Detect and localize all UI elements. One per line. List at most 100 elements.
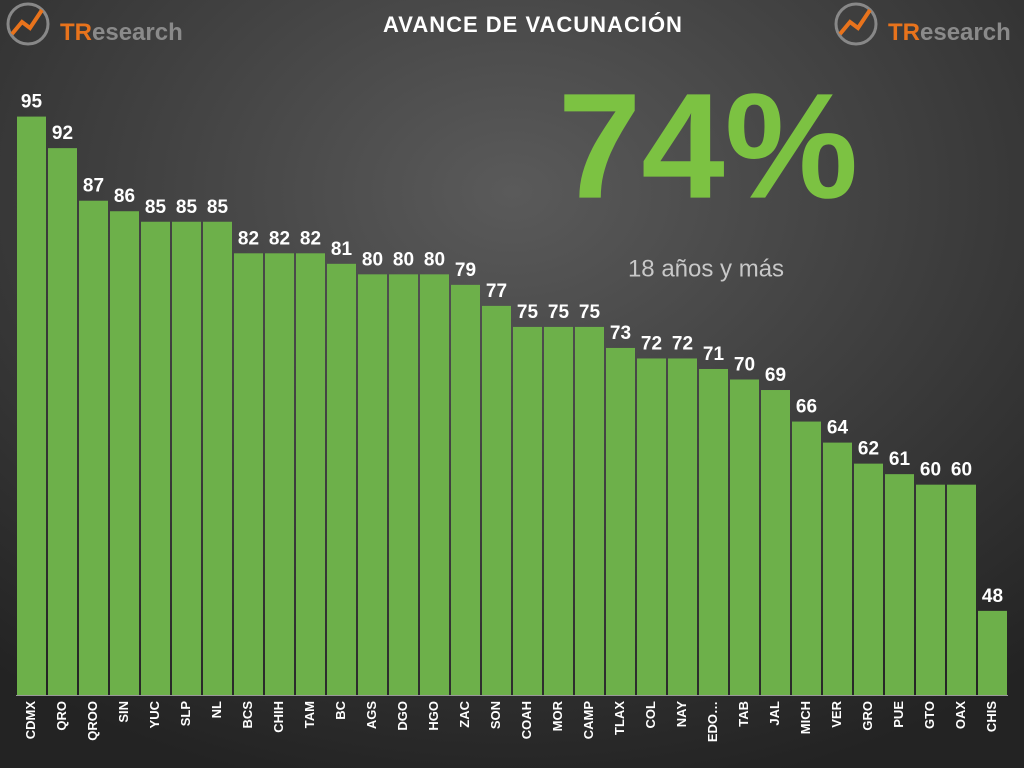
bar [761, 390, 790, 695]
value-label: 73 [610, 323, 631, 344]
value-label: 60 [951, 460, 972, 481]
bar [141, 221, 170, 695]
value-label: 85 [207, 197, 229, 218]
subtitle: 18 años y más [628, 255, 784, 282]
bar [699, 368, 728, 695]
value-label: 70 [734, 355, 755, 376]
value-label: 48 [982, 586, 1003, 607]
bar [544, 326, 573, 695]
x-tick-label: BC [333, 700, 348, 719]
bar [730, 379, 759, 695]
bar [947, 484, 976, 695]
bar [296, 253, 325, 696]
value-label: 82 [238, 228, 259, 249]
x-tick-label: SON [488, 701, 503, 729]
x-tick-label: JAL [767, 701, 782, 726]
value-label: 64 [827, 418, 849, 439]
bar [389, 274, 418, 695]
x-tick-label: GTO [922, 701, 937, 729]
x-tick-label: PUE [891, 701, 906, 728]
x-tick-label: QROO [85, 701, 100, 741]
value-label: 61 [889, 449, 911, 470]
value-label: 72 [641, 333, 662, 354]
x-tick-label: CHIH [271, 701, 286, 733]
bar [606, 347, 635, 695]
logo-text: TResearch [60, 19, 183, 46]
bar [792, 421, 821, 695]
value-label: 77 [486, 281, 507, 302]
x-tick-label: AGS [364, 701, 379, 730]
x-tick-label: NL [209, 701, 224, 718]
value-label: 80 [424, 249, 445, 270]
bar [48, 148, 77, 696]
logo-icon [834, 2, 878, 46]
value-label: 95 [21, 92, 43, 113]
x-tick-label: VER [829, 700, 844, 727]
x-tick-label: NAY [674, 701, 689, 728]
value-label: 75 [517, 302, 539, 323]
value-label: 92 [52, 123, 73, 144]
logo-right: TResearch [834, 2, 1011, 46]
x-tick-label: DGO [395, 701, 410, 731]
bar [420, 274, 449, 695]
logo-icon [838, 8, 872, 36]
x-tick-label: QRO [54, 701, 69, 731]
logo-icon [10, 8, 44, 36]
logo-prefix: TR [888, 19, 920, 46]
x-tick-label: CHIS [984, 701, 999, 732]
bar [203, 221, 232, 695]
x-tick-label: GRO [860, 701, 875, 731]
value-label: 79 [455, 260, 476, 281]
value-label: 62 [858, 439, 879, 460]
value-label: 66 [796, 397, 817, 418]
x-tick-label: EDO… [705, 701, 720, 742]
bar [854, 463, 883, 695]
bar [234, 253, 263, 696]
logo-prefix: TR [60, 19, 92, 46]
value-label: 71 [703, 344, 725, 365]
x-tick-label: OAX [953, 701, 968, 730]
value-label: 85 [145, 197, 167, 218]
highlight: 74% [558, 62, 858, 230]
x-tick-label: CAMP [581, 701, 596, 740]
value-label: 69 [765, 365, 786, 386]
value-label: 80 [362, 249, 383, 270]
bar [978, 610, 1007, 695]
logo-text: TResearch [888, 19, 1011, 46]
value-label: 87 [83, 176, 104, 197]
value-label: 72 [672, 333, 693, 354]
bar [327, 263, 356, 695]
x-tick-label: MOR [550, 700, 565, 731]
bar [110, 211, 139, 695]
bar [575, 326, 604, 695]
x-tick-label: YUC [147, 700, 162, 728]
value-label: 81 [331, 239, 353, 260]
x-tick-label: BCS [240, 701, 255, 729]
logo-suffix: esearch [92, 19, 183, 46]
bar [637, 358, 666, 695]
value-label: 85 [176, 197, 198, 218]
bar [823, 442, 852, 695]
value-label: 82 [269, 228, 290, 249]
value-label: 80 [393, 249, 414, 270]
x-tick-label: TAM [302, 701, 317, 728]
value-label: 75 [548, 302, 570, 323]
x-tick-label: HGO [426, 701, 441, 731]
x-tick-label: TLAX [612, 701, 627, 735]
bar [482, 305, 511, 695]
bar [172, 221, 201, 695]
logo-left: TResearch [6, 2, 183, 46]
bar [17, 116, 46, 696]
x-tick-label: COL [643, 701, 658, 729]
x-tick-label: COAH [519, 701, 534, 739]
bar [885, 474, 914, 695]
x-tick-label: TAB [736, 701, 751, 727]
x-tick-label: SLP [178, 701, 193, 727]
x-tick-label: ZAC [457, 700, 472, 727]
logo-suffix: esearch [920, 19, 1011, 46]
bar [668, 358, 697, 695]
value-label: 86 [114, 186, 135, 207]
chart-title: AVANCE DE VACUNACIÓN [383, 12, 683, 37]
